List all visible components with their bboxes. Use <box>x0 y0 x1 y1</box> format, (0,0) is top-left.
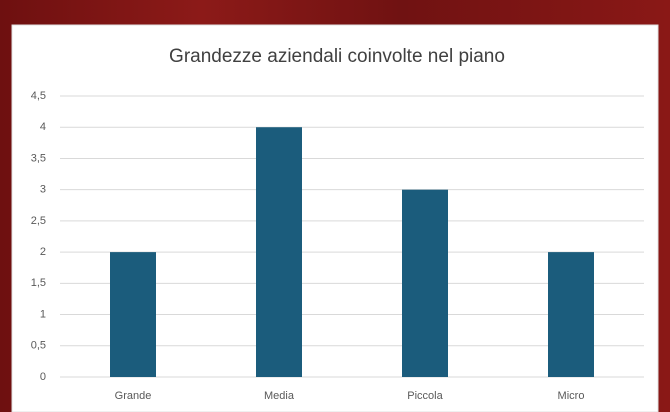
y-tick-label: 4 <box>40 121 46 133</box>
y-tick-label: 2 <box>40 246 46 258</box>
chart-title: Grandezze aziendali coinvolte nel piano <box>169 46 505 67</box>
bar <box>110 252 156 377</box>
x-tick-label: Piccola <box>407 390 443 402</box>
bar <box>548 252 594 377</box>
y-tick-label: 4,5 <box>31 90 46 102</box>
y-tick-label: 3,5 <box>31 152 46 164</box>
x-tick-label: Grande <box>115 390 152 402</box>
bar <box>402 189 448 377</box>
y-tick-label: 1 <box>40 308 46 320</box>
x-tick-label: Micro <box>558 390 585 402</box>
y-tick-label: 2,5 <box>31 215 46 227</box>
y-tick-label: 3 <box>40 184 46 196</box>
y-tick-label: 0,5 <box>31 340 46 352</box>
bar <box>256 127 302 377</box>
x-tick-label: Media <box>264 390 295 402</box>
y-tick-label: 0 <box>40 371 46 383</box>
y-tick-label: 1,5 <box>31 277 46 289</box>
